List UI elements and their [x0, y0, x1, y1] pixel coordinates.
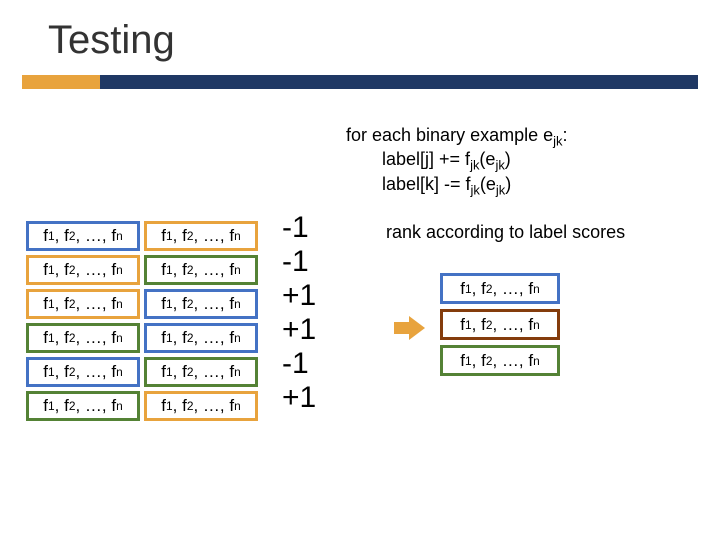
feature-grid: f1, f2, …, fnf1, f2, …, fnf1, f2, …, fnf…	[26, 221, 258, 421]
algo-line-3: label[k] -= fjk(ejk)	[346, 172, 568, 196]
score-value: -1	[282, 347, 316, 381]
underline-blue-segment	[100, 75, 698, 89]
score-value: -1	[282, 211, 316, 245]
ranked-feature-box: f1, f2, …, fn	[440, 273, 560, 304]
slide-content: for each binary example ejk: label[j] +=…	[0, 89, 720, 509]
feature-box: f1, f2, …, fn	[144, 357, 258, 387]
ranked-feature-box: f1, f2, …, fn	[440, 309, 560, 340]
algorithm-pseudocode: for each binary example ejk: label[j] +=…	[346, 123, 568, 196]
slide-title: Testing	[0, 0, 720, 75]
feature-box: f1, f2, …, fn	[144, 391, 258, 421]
feature-box: f1, f2, …, fn	[26, 391, 140, 421]
feature-box: f1, f2, …, fn	[26, 255, 140, 285]
feature-box: f1, f2, …, fn	[144, 289, 258, 319]
title-underline	[22, 75, 698, 89]
feature-box: f1, f2, …, fn	[26, 289, 140, 319]
score-value: +1	[282, 381, 316, 415]
feature-box: f1, f2, …, fn	[26, 323, 140, 353]
feature-grid-col-1: f1, f2, …, fn f1, f2, …, fn f1, f2, …, fn f…	[26, 221, 140, 421]
score-value: +1	[282, 279, 316, 313]
score-value: +1	[282, 313, 316, 347]
ranked-boxes: f1, f2, …, fn f1, f2, …, fn f1, f2, …, fn	[440, 273, 560, 376]
feature-box: f1, f2, …, fn	[144, 255, 258, 285]
algo-line-1: for each binary example ejk:	[346, 123, 568, 147]
score-column: -1-1+1+1-1+1	[282, 211, 316, 415]
feature-box: f1, f2, …, fn	[144, 221, 258, 251]
score-value: -1	[282, 245, 316, 279]
feature-box: f1, f2, …, fn	[26, 221, 140, 251]
feature-grid-col-2: f1, f2, …, fn f1, f2, …, fn f1, f2, …, fn f…	[144, 221, 258, 421]
rank-caption: rank according to label scores	[386, 222, 625, 243]
arrow-icon	[394, 316, 426, 340]
feature-box: f1, f2, …, fn	[26, 357, 140, 387]
feature-box: f1, f2, …, fn	[144, 323, 258, 353]
ranked-feature-box: f1, f2, …, fn	[440, 345, 560, 376]
algo-line-2: label[j] += fjk(ejk)	[346, 147, 568, 171]
underline-orange-segment	[22, 75, 100, 89]
